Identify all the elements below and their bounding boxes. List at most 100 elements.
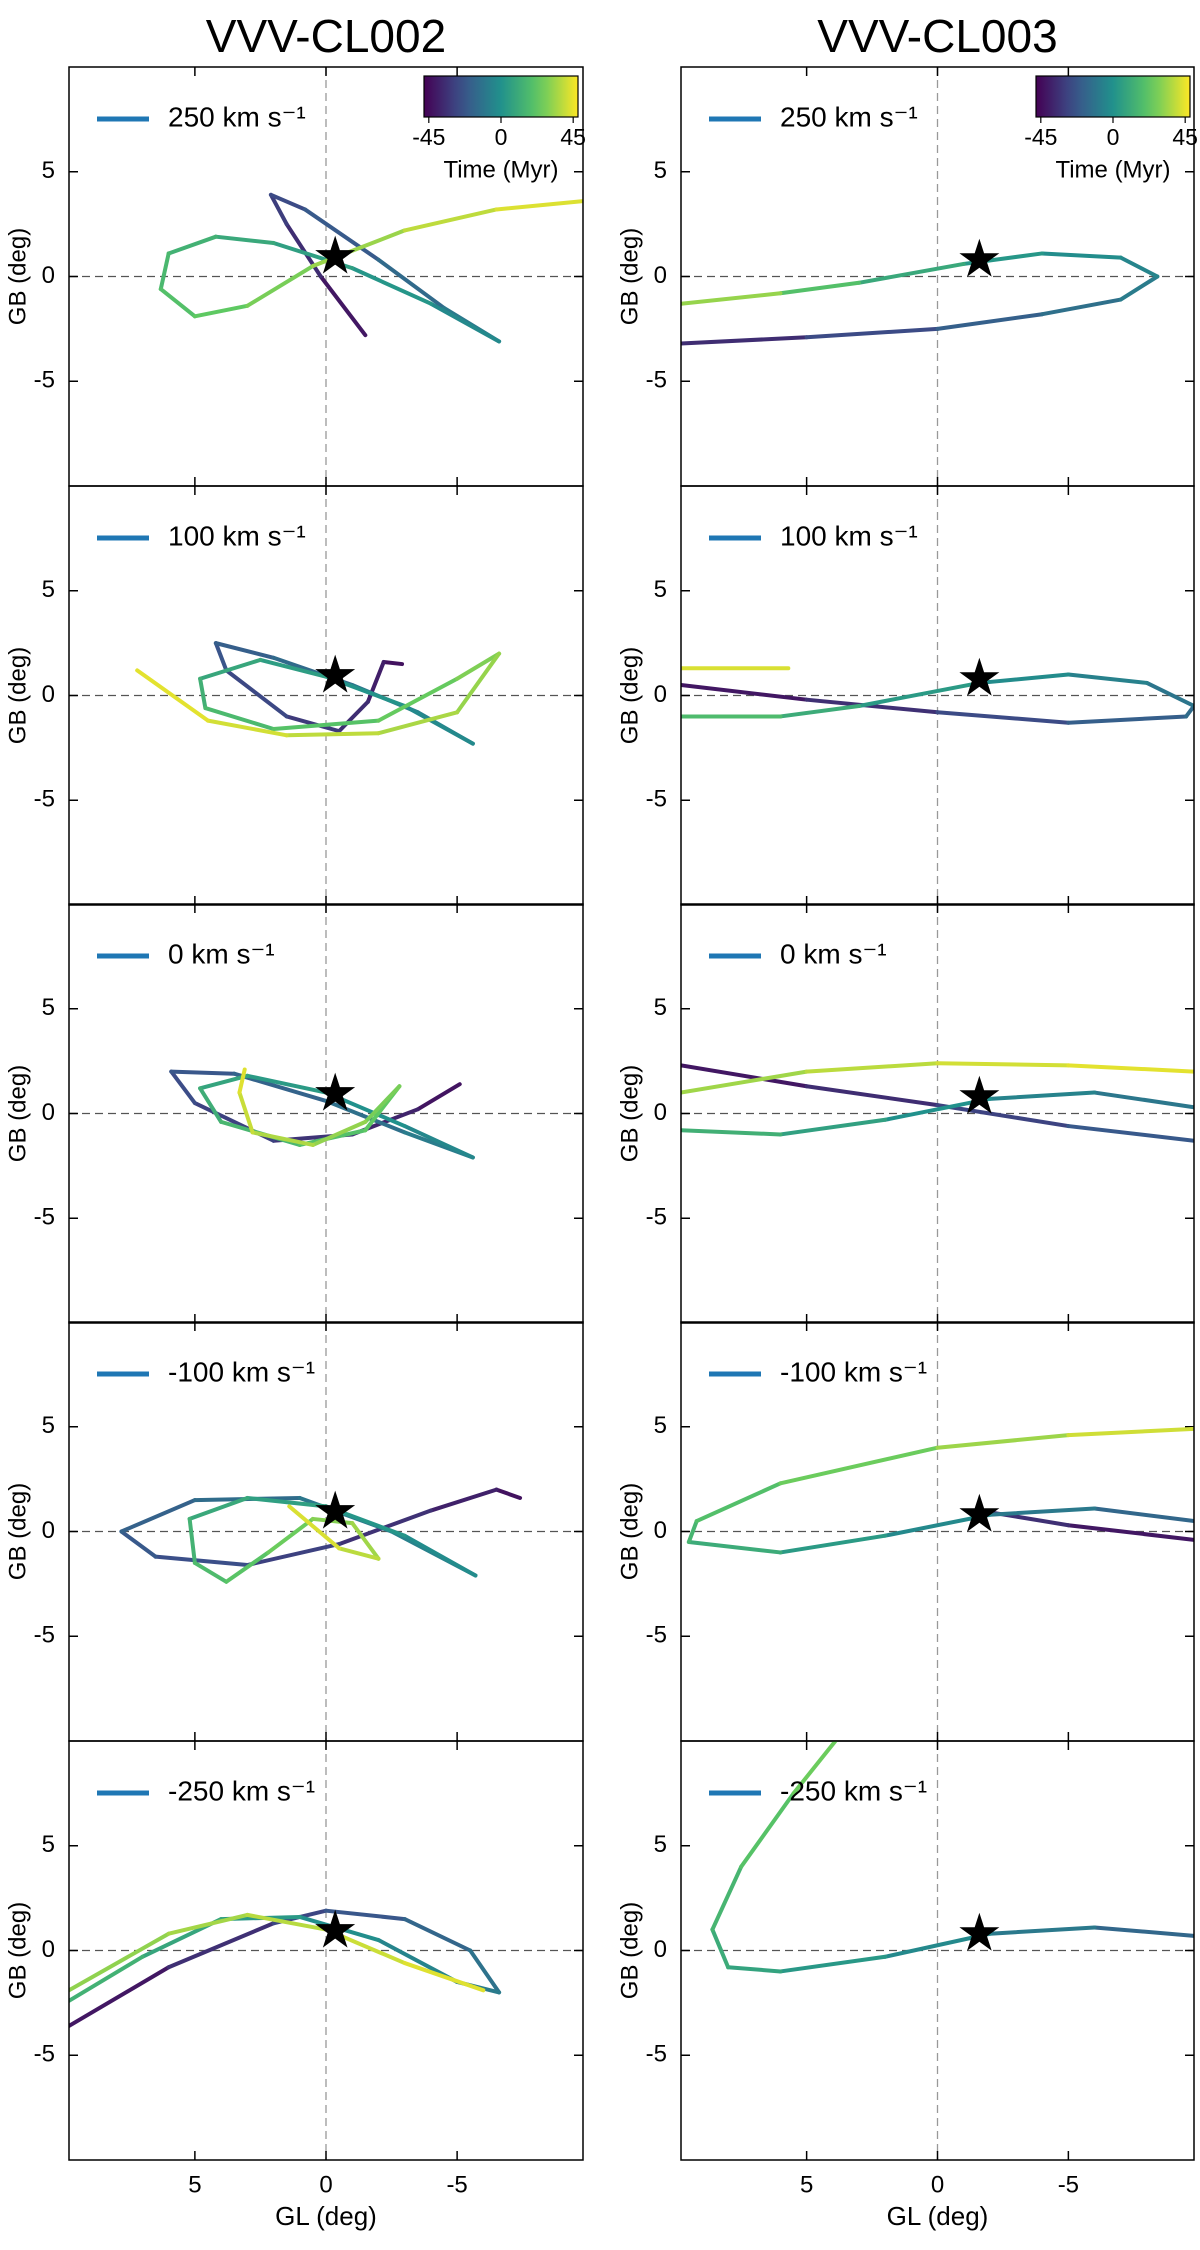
y-axis-label: GB (deg) [4,1483,31,1580]
orbits [686,1426,1194,1555]
orbit-segment [119,1529,158,1559]
orbit-segment [198,1086,224,1124]
orbit-segment [266,1516,315,1555]
y-tick-label: -5 [34,2041,55,2068]
orbit-segment [987,1925,1097,1936]
y-tick-label: 5 [42,1831,55,1858]
orbit-segment [310,228,407,269]
cluster-star [315,235,356,274]
legend-label: 0 km s⁻¹ [780,938,887,969]
y-tick-label: 0 [654,1517,667,1544]
y-tick-label: 5 [654,1831,667,1858]
orbit-segment [935,1061,1071,1068]
orbit-segment [245,264,315,308]
orbit-segment [791,1741,838,1796]
orbit-segment [402,1124,475,1160]
y-tick-label: 5 [654,157,667,184]
orbit-segment [987,1506,1097,1517]
legend-label: 100 km s⁻¹ [780,520,918,551]
orbit-segment [350,266,433,306]
orbit-segment [350,1521,381,1561]
orbit-segment [681,683,809,702]
orbit-segment [381,659,405,667]
orbit-segment [494,1487,523,1500]
orbit-segment [376,257,447,310]
orbits [681,251,1160,346]
orbit-segment [213,641,276,660]
orbit-segment [158,251,171,292]
y-tick-label: 0 [654,1099,667,1126]
orbit-segment [1092,1506,1194,1524]
panel-title: VVV-CL002 [206,10,446,62]
orbit-segment [402,207,499,233]
orbit-segment [303,207,381,262]
y-axis-label: GB (deg) [4,1902,31,1999]
orbit-segment [935,1103,1071,1129]
orbit-segment [1092,1090,1194,1110]
y-tick-label: 5 [42,994,55,1021]
orbit-segment [804,697,940,715]
orbit-segment [468,1948,502,1995]
orbit-segment [324,1908,407,1922]
legend-label: 0 km s⁻¹ [168,938,275,969]
orbit-segment [977,672,1071,685]
x-tick-label: 0 [931,2171,944,2198]
y-tick-label: -5 [646,367,667,394]
orbit-segment [287,1504,342,1551]
orbit-segment [135,668,210,723]
cluster-star [959,1493,1000,1532]
orbit-segment [455,651,502,681]
y-axis-label: GB (deg) [4,1065,31,1162]
orbit-segment [778,703,861,719]
y-tick-label: -5 [34,367,55,394]
orbit-segment [268,192,289,227]
orbit-segment [245,1073,328,1095]
orbits [169,1067,475,1160]
orbit-segment [376,710,460,736]
orbit-segment [402,703,475,746]
orbit-segment [778,1533,888,1555]
y-tick-label: 0 [42,1936,55,1963]
y-tick-label: 0 [654,1936,667,1963]
y-axis-label: GB (deg) [616,1902,643,1999]
orbit-segment [198,676,208,711]
y-tick-label: -5 [34,1622,55,1649]
orbit-segment [245,1912,328,1932]
orbit-segment [158,287,197,319]
orbit-segment [1144,680,1194,708]
y-tick-label: 5 [42,1412,55,1439]
orbit-segment [284,714,342,734]
orbit-segment [237,1067,247,1095]
orbit-segment [987,1090,1097,1101]
orbit-segment [402,1961,486,1993]
orbit-segment [778,1445,940,1486]
orbit-segment [726,1965,783,1974]
orbit-segment [284,731,381,738]
orbit-segment [739,1791,796,1869]
y-tick-label: 0 [42,1099,55,1126]
x-axis-label: GL (deg) [887,2201,989,2231]
orbit-segment [119,1498,197,1534]
orbit-segment [778,1954,888,1974]
cluster-star [315,1490,356,1529]
legend-label: 100 km s⁻¹ [168,520,306,551]
orbits [135,641,502,746]
orbit-segment [192,303,250,319]
y-tick-label: -5 [646,1622,667,1649]
orbit-segment [69,1931,171,1993]
orbit-segment [681,1063,809,1089]
y-tick-label: -5 [34,1204,55,1231]
orbit-segment [455,651,502,715]
legend-label: 250 km s⁻¹ [168,101,306,132]
orbit-segment [268,192,308,212]
legend-label: -250 km s⁻¹ [168,1775,315,1806]
panel-frame [680,1740,1195,2161]
orbit-segment [856,680,982,708]
orbit-segment [1040,251,1123,260]
orbit-segment [681,291,783,306]
orbit-segment [166,1912,250,1936]
orbit-segment [203,706,276,732]
x-tick-label: 5 [800,2171,813,2198]
orbit-segment [337,1546,381,1561]
orbit-segment [271,718,381,732]
